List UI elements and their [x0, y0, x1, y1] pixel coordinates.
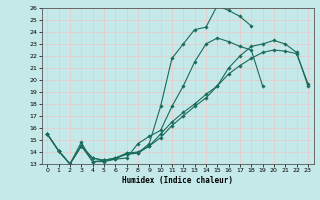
X-axis label: Humidex (Indice chaleur): Humidex (Indice chaleur): [122, 176, 233, 185]
